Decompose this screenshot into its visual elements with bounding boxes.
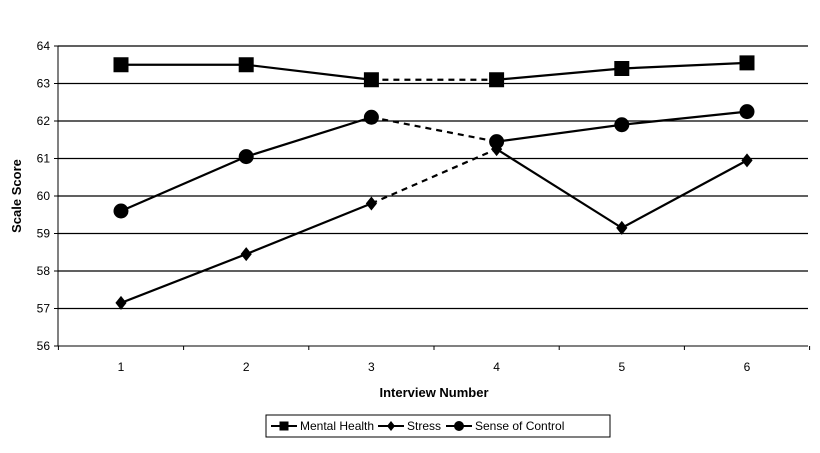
sense-of-control-point bbox=[614, 117, 630, 133]
mental-health-legend-marker bbox=[279, 421, 289, 431]
y-tick-label: 62 bbox=[37, 114, 51, 128]
stress-line-segment bbox=[621, 159, 748, 229]
sense-of-control-line-segment bbox=[120, 155, 247, 213]
y-tick-label: 59 bbox=[37, 227, 51, 241]
mental-health-point bbox=[614, 61, 630, 76]
mental-health-legend-label: Mental Health bbox=[300, 419, 374, 433]
sense-of-control-point bbox=[113, 203, 129, 219]
mental-health-point bbox=[238, 57, 254, 73]
stress-legend-marker bbox=[387, 421, 395, 431]
y-tick-label: 56 bbox=[37, 339, 51, 353]
mental-health-point bbox=[363, 72, 379, 88]
stress-line-segment bbox=[370, 148, 498, 205]
sense-of-control-point bbox=[489, 134, 505, 150]
mental-health-line-segment bbox=[496, 67, 622, 81]
y-tick-label: 60 bbox=[37, 189, 51, 203]
stress-line-segment bbox=[245, 202, 372, 256]
sense-of-control-legend-marker bbox=[454, 421, 464, 431]
x-tick-label: 5 bbox=[618, 360, 625, 374]
stress-point bbox=[240, 247, 252, 262]
stress-line-segment bbox=[120, 253, 247, 304]
y-tick-label: 58 bbox=[37, 264, 51, 278]
sense-of-control-point bbox=[739, 104, 755, 120]
legend-box bbox=[265, 414, 611, 438]
mental-health-point bbox=[113, 57, 129, 73]
mental-health-point bbox=[489, 72, 505, 88]
x-tick-label: 1 bbox=[118, 360, 125, 374]
mental-health-line-segment bbox=[246, 63, 372, 81]
x-tick-label: 4 bbox=[493, 360, 500, 374]
sense-of-control-legend-label: Sense of Control bbox=[475, 419, 564, 433]
stress-point bbox=[741, 153, 753, 168]
sense-of-control-point bbox=[238, 149, 254, 165]
y-axis-title: Scale Score bbox=[9, 159, 24, 233]
x-tick-label: 6 bbox=[744, 360, 751, 374]
y-tick-label: 57 bbox=[37, 302, 51, 316]
sense-of-control-line-segment bbox=[245, 116, 372, 158]
grid-lines bbox=[58, 45, 808, 310]
stress-legend-label: Stress bbox=[407, 419, 441, 433]
stress-point bbox=[115, 295, 127, 310]
series-lines bbox=[120, 61, 748, 304]
x-axis-title: Interview Number bbox=[379, 385, 488, 400]
x-tick-label: 2 bbox=[243, 360, 250, 374]
mental-health-line-segment bbox=[621, 61, 748, 70]
x-tick-label: 3 bbox=[368, 360, 375, 374]
legend: Mental Health Stress Sense of Control bbox=[265, 414, 611, 438]
mental-health-point bbox=[739, 55, 755, 71]
series-markers bbox=[113, 55, 755, 310]
sense-of-control-point bbox=[363, 109, 379, 125]
y-tick-label: 61 bbox=[37, 152, 51, 166]
stress-point bbox=[365, 196, 377, 211]
stress-line-segment bbox=[496, 148, 623, 229]
stress-point bbox=[616, 220, 628, 235]
sense-of-control-line-segment bbox=[621, 110, 748, 126]
sense-of-control-line-segment bbox=[496, 123, 622, 143]
y-tick-label: 63 bbox=[37, 77, 51, 91]
y-tick-label: 64 bbox=[37, 39, 51, 53]
